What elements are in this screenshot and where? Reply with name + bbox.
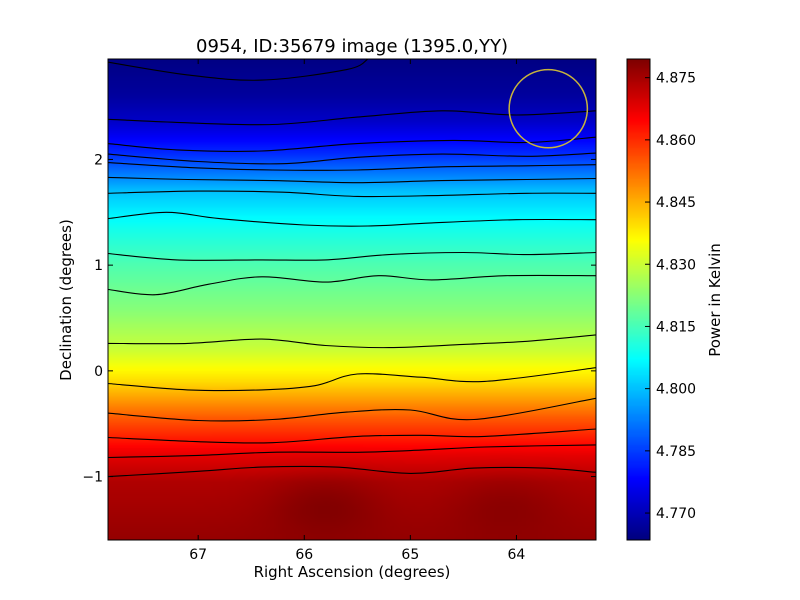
y-tick-label: 1 bbox=[94, 258, 103, 274]
colorbar-ticks: 4.770 4.785 4.800 4.815 4.830 4.845 4.860 4.875 bbox=[645, 71, 696, 522]
contour-line-15 bbox=[108, 444, 596, 459]
contour-line-13 bbox=[108, 397, 596, 422]
y-tick-label: −1 bbox=[82, 470, 103, 486]
plot-frame bbox=[107, 58, 597, 541]
colorbar-tick-label: 4.860 bbox=[656, 133, 696, 149]
contour-line-3 bbox=[108, 136, 596, 152]
contour-line-8 bbox=[108, 211, 596, 227]
x-tick-label: 64 bbox=[508, 547, 526, 563]
contour-line-5 bbox=[108, 162, 596, 171]
chart-title: 0954, ID:35679 image (1395.0,YY) bbox=[196, 36, 508, 57]
colorbar-tick-label: 4.785 bbox=[656, 444, 696, 460]
x-axis-label: Right Ascension (degrees) bbox=[254, 563, 451, 581]
contour-line-6 bbox=[108, 176, 596, 184]
heatmap-image bbox=[108, 59, 596, 540]
x-tick-label: 65 bbox=[401, 547, 419, 563]
y-tick-label: 2 bbox=[94, 152, 103, 168]
colorbar-tick-label: 4.815 bbox=[656, 319, 696, 335]
contour-line-16 bbox=[108, 465, 596, 478]
contour-line-9 bbox=[108, 251, 596, 261]
contour-line-10 bbox=[108, 274, 596, 296]
colorbar-tick-label: 4.845 bbox=[656, 195, 696, 211]
colorbar: 4.770 4.785 4.800 4.815 4.830 4.845 4.860 4.875… bbox=[626, 58, 724, 541]
contour-line-4 bbox=[108, 152, 596, 165]
contour-line-12 bbox=[108, 367, 596, 392]
contour-line-2 bbox=[108, 110, 596, 126]
x-tick-label: 66 bbox=[295, 547, 313, 563]
y-axis-ticks: 2 1 0 −1 bbox=[82, 152, 596, 486]
colorbar-tick-label: 4.770 bbox=[656, 506, 696, 522]
colorbar-tick-label: 4.830 bbox=[656, 257, 696, 273]
contour-line-11 bbox=[108, 334, 596, 349]
beam-circle-marker bbox=[508, 68, 589, 149]
colorbar-gradient bbox=[627, 59, 650, 540]
contour-line-14 bbox=[108, 428, 596, 444]
contour-line-7 bbox=[108, 190, 596, 198]
colorbar-tick-label: 4.875 bbox=[656, 71, 696, 87]
colorbar-label: Power in Kelvin bbox=[706, 243, 724, 357]
y-tick-label: 0 bbox=[94, 364, 103, 380]
contour-line-1 bbox=[108, 59, 369, 81]
colorbar-frame bbox=[626, 58, 651, 541]
x-axis-ticks: 67 66 65 64 bbox=[189, 59, 525, 563]
colorbar-tick-label: 4.800 bbox=[656, 382, 696, 398]
x-tick-label: 67 bbox=[189, 547, 207, 563]
y-axis-label: Declination (degrees) bbox=[57, 219, 75, 381]
heatmap-plot: 67 66 65 64 2 1 0 −1 bbox=[82, 58, 597, 563]
contour-lines bbox=[108, 59, 596, 478]
